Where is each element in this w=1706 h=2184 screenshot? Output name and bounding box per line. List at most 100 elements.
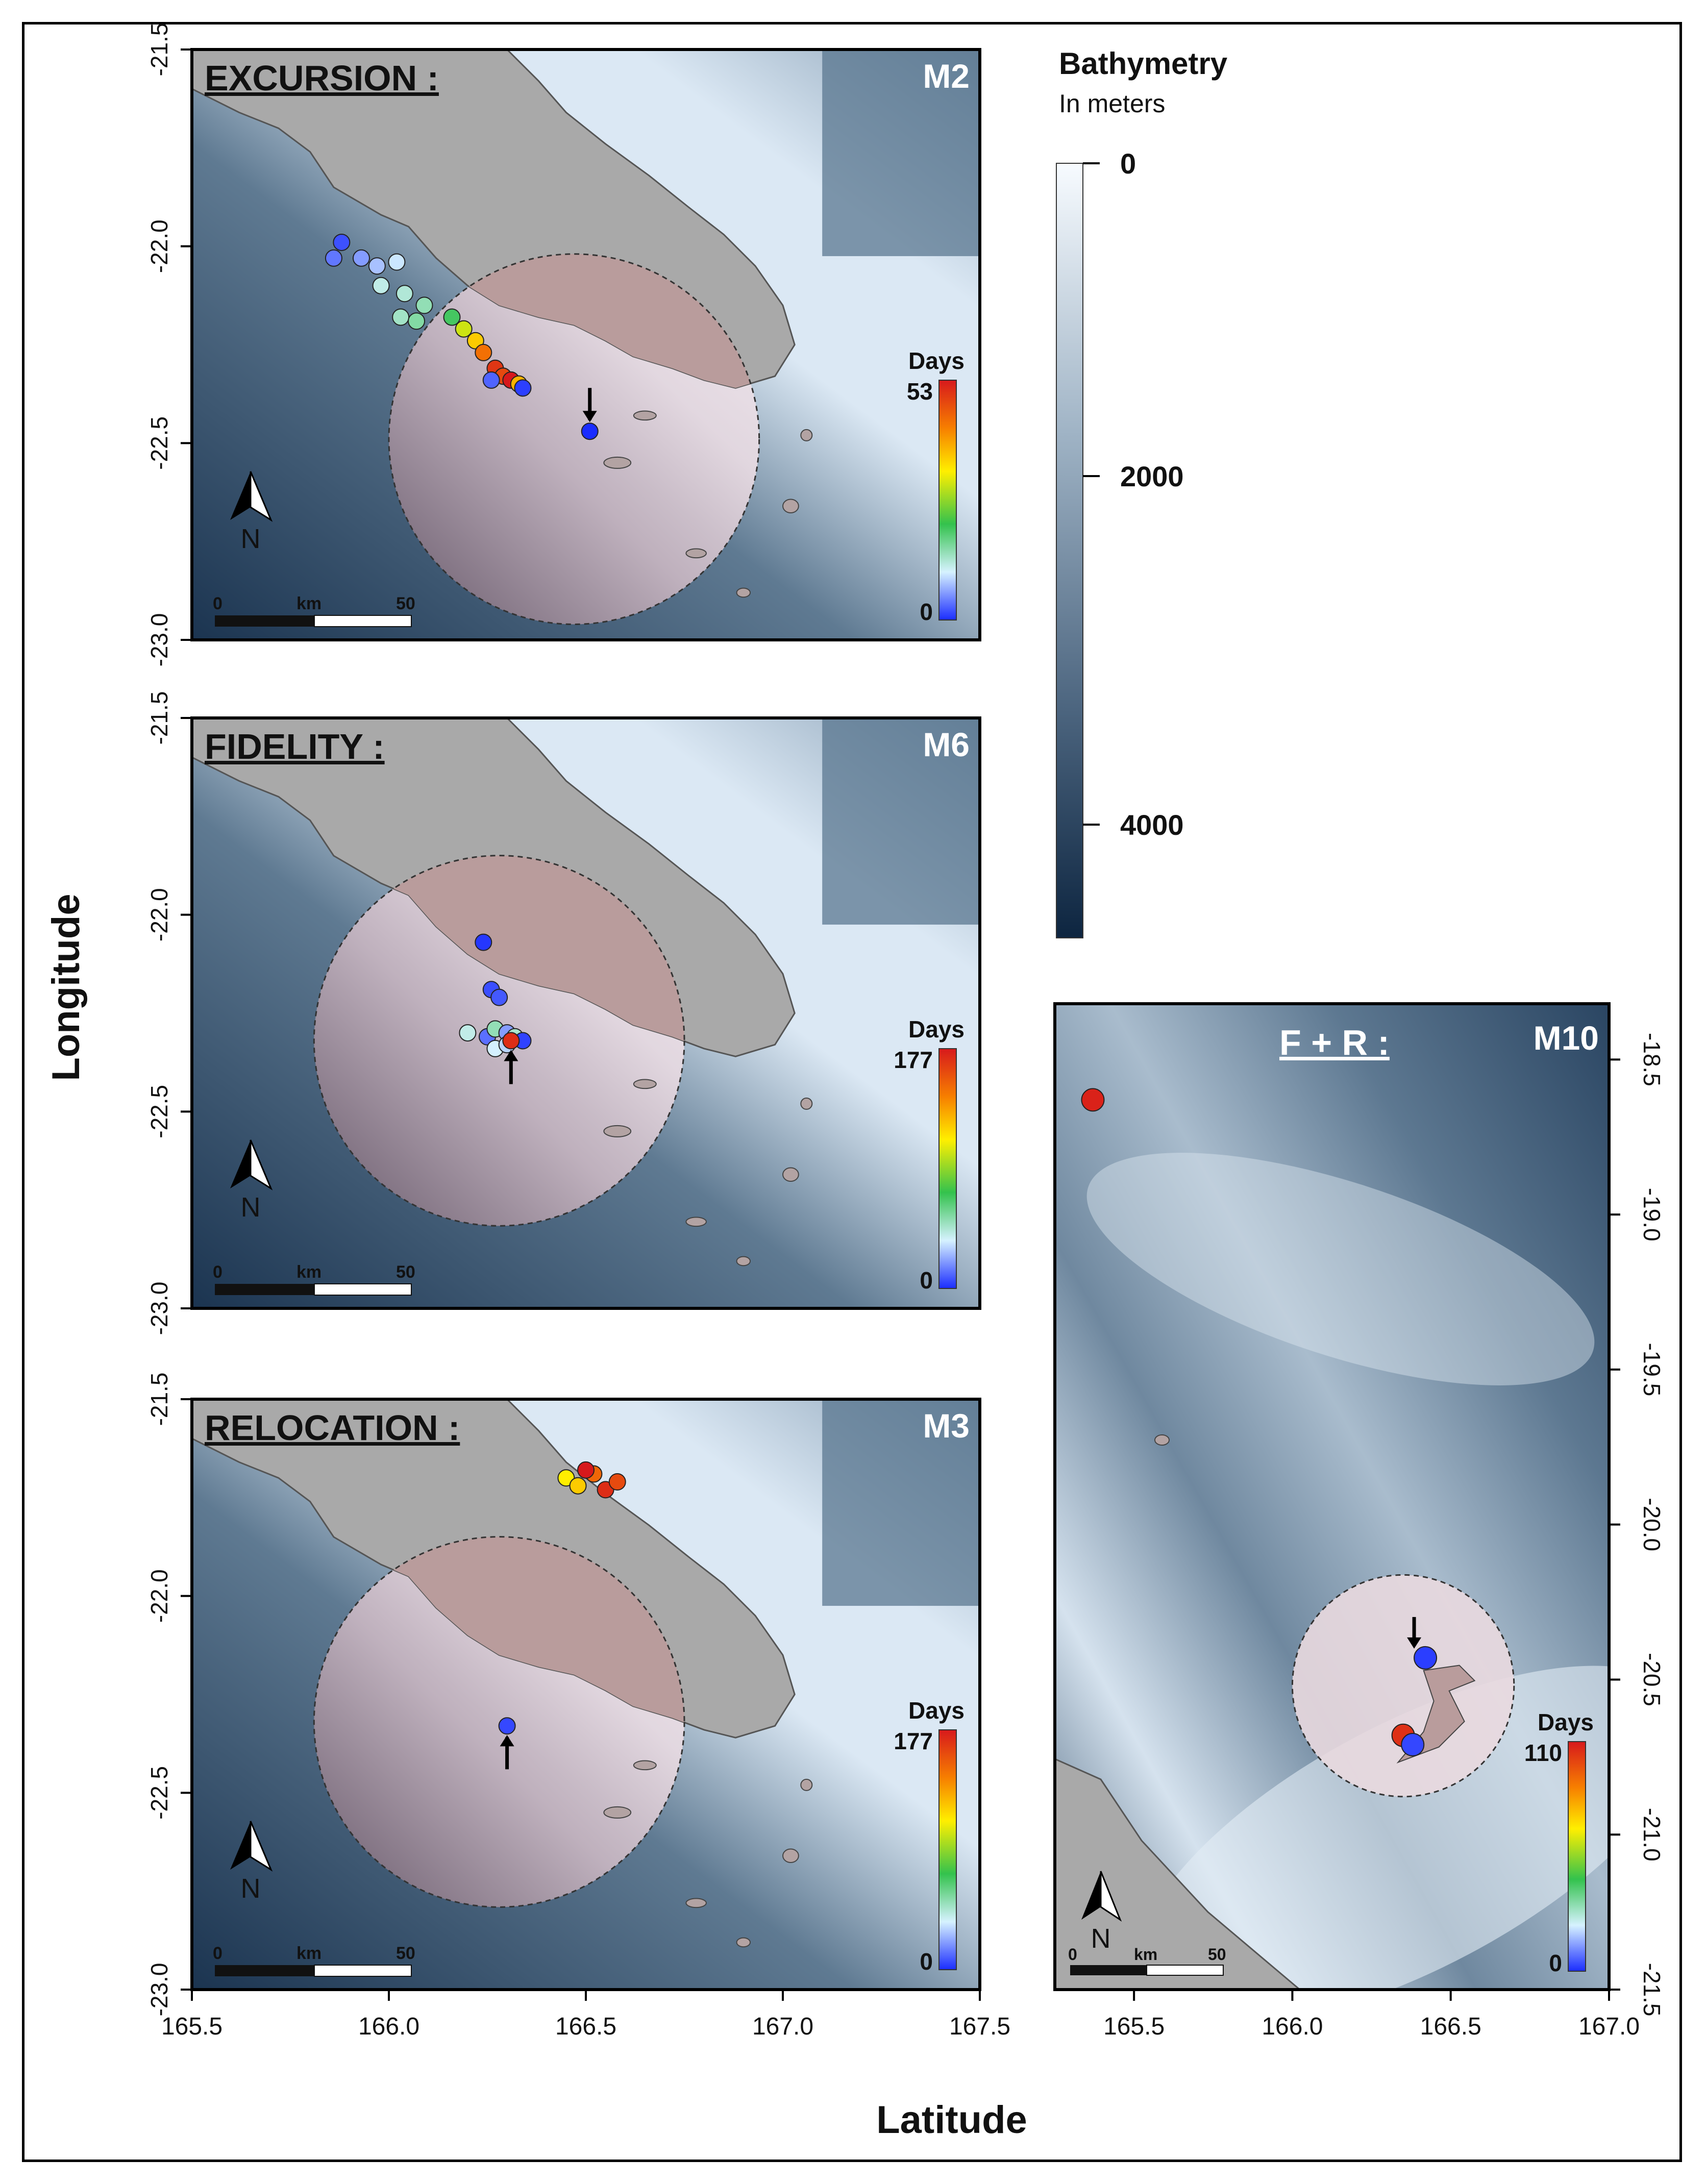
category-label: F + R : [1279, 1023, 1390, 1062]
y-tick-label: -22.0 [146, 219, 172, 273]
islet [685, 1898, 707, 1908]
days-max-label: 177 [894, 1047, 933, 1073]
y-tick-label: -21.5 [146, 23, 172, 77]
north-arrow-icon [230, 1140, 251, 1188]
track-point [372, 277, 390, 294]
north-label: N [241, 524, 261, 554]
deep-water-patch [822, 1399, 980, 1606]
category-label: RELOCATION : [205, 1408, 460, 1448]
bathymetry-colorbar [1056, 163, 1083, 938]
map-panel-m2: EXCURSION : M2 Days 53 0 N 0 km 50 -21.5 -22.0 -22.… [146, 23, 981, 666]
y-tick-label: -21.5 [146, 691, 172, 745]
north-arrow-icon [1081, 1871, 1101, 1920]
islet [685, 1217, 707, 1227]
islet [633, 1079, 657, 1089]
scale-end: 50 [396, 1262, 415, 1282]
home-range-outline [388, 253, 760, 625]
panel-id: M2 [923, 57, 970, 95]
islet [800, 1778, 813, 1791]
track-point [368, 257, 386, 275]
scale-bar-dark [215, 1284, 314, 1295]
panel-border [1053, 1002, 1611, 1991]
panel-border [190, 48, 981, 641]
map-panel-m3: RELOCATION : M3 Days 177 0 N 0 km 50 -21.5 -22.0 -2… [146, 1373, 981, 2016]
x-axis-title: Latitude [876, 2098, 1027, 2142]
days-label: Days [908, 1016, 965, 1043]
home-range-outline [1291, 1574, 1515, 1798]
north-arrow-icon [250, 1139, 273, 1190]
islet [736, 1937, 751, 1948]
scale-bar-dark [215, 1965, 314, 1976]
y-tick-label: -18.5 [1639, 1033, 1665, 1086]
north-arrow-icon [250, 471, 273, 522]
deep-water-patch [822, 718, 980, 925]
deep-water-patch [822, 49, 980, 256]
scale-unit: km [296, 1944, 322, 1963]
islet [633, 410, 657, 421]
days-min-label: 0 [920, 599, 933, 625]
panel-id: M6 [923, 726, 970, 763]
scale-bar-light [314, 1965, 412, 1977]
track-point [459, 1024, 477, 1042]
islet [603, 1125, 632, 1137]
track-point [502, 1032, 520, 1050]
track-point [333, 233, 351, 251]
scale-bar-light [314, 1283, 412, 1296]
panel-id: M10 [1534, 1019, 1599, 1057]
islet [603, 1806, 632, 1819]
shallow-patch [1086, 1153, 1595, 1385]
x-tick-label: 167.0 [752, 2013, 813, 2040]
map-panel-m6: FIDELITY : M6 Days 177 0 N 0 km 50 -21.5 -22.0 -22.… [146, 691, 981, 1335]
scale-zero: 0 [213, 1944, 222, 1963]
north-arrow-icon [230, 1821, 251, 1870]
land-mass [1055, 1758, 1301, 1990]
days-min-label: 0 [920, 1267, 933, 1294]
scale-bar-light [314, 615, 412, 627]
x-tick-label: 165.5 [1103, 2013, 1165, 2040]
scale-unit: km [296, 594, 322, 613]
track-point [569, 1477, 587, 1495]
category-label: FIDELITY : [205, 727, 385, 766]
days-max-label: 53 [907, 378, 933, 405]
track-point [1414, 1646, 1438, 1670]
map-content [192, 1399, 980, 1990]
map-content [1055, 1004, 1609, 1990]
release-arrowhead [500, 1735, 514, 1747]
reef-shape [1396, 1665, 1476, 1764]
scale-end: 50 [396, 594, 415, 613]
days-label: Days [1538, 1709, 1594, 1735]
track-point [490, 988, 508, 1006]
scale-zero: 0 [1068, 1945, 1077, 1964]
islet [633, 1760, 657, 1771]
bathymetry-legend: Bathymetry In meters 0 2000 4000 [1056, 46, 1228, 938]
y-tick-label: -22.0 [146, 888, 172, 941]
bathymetry-tick-label: 0 [1120, 147, 1136, 180]
scale-unit: km [1134, 1945, 1157, 1964]
x-tick-label: 166.5 [1420, 2013, 1481, 2040]
north-label: N [241, 1192, 261, 1223]
track-point [395, 285, 413, 303]
days-label: Days [908, 1697, 965, 1724]
land-in-zone [314, 1536, 684, 1738]
track-point [352, 249, 370, 267]
x-tick-label: 167.5 [949, 2013, 1010, 2040]
x-axis-left: 165.5 166.0 166.5 167.0 167.5 [161, 1990, 1010, 2040]
scale-bar-light [1146, 1965, 1224, 1976]
islet [782, 1848, 799, 1863]
release-arrowhead [582, 411, 597, 423]
track-point [475, 933, 492, 951]
track-point [581, 423, 599, 440]
islet [800, 1097, 813, 1110]
release-arrowhead [1407, 1637, 1422, 1649]
bathymetry-title: Bathymetry [1059, 46, 1228, 81]
y-tick-label: -21.5 [146, 1373, 172, 1426]
figure-frame [22, 22, 1682, 2162]
track-point [388, 253, 406, 271]
axis-titles: Longitude Latitude [44, 894, 1027, 2142]
track-point [455, 320, 473, 338]
scale-end: 50 [396, 1944, 415, 1963]
days-max-label: 110 [1524, 1740, 1562, 1766]
track-point [608, 1473, 626, 1491]
x-tick-label: 166.5 [555, 2013, 616, 2040]
